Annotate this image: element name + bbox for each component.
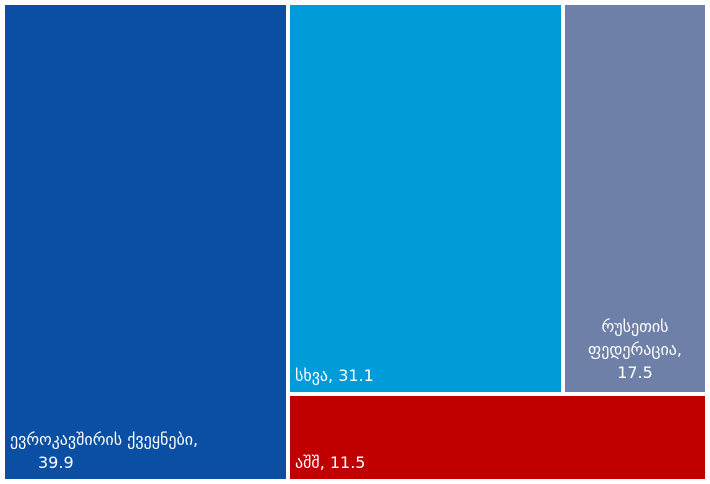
tile-russian-federation-line-2: ფედერაცია, <box>587 340 683 359</box>
tile-russian-federation: რუსეთის ფედერაცია, 17.5 <box>565 5 705 392</box>
tile-russian-federation-line-1: რუსეთის <box>601 317 669 336</box>
tile-eu-countries-name: ევროკავშირის ქვეყნები, <box>10 430 199 449</box>
tile-usa: აშშ, 11.5 <box>290 396 705 479</box>
tile-eu-countries-value: 39.9 <box>38 453 74 472</box>
tile-other: სხვა, 31.1 <box>290 5 561 392</box>
tile-russian-federation-line-3: 17.5 <box>617 363 653 382</box>
tile-eu-countries: ევროკავშირის ქვეყნები, 39.9 <box>5 5 286 479</box>
tile-other-label: სხვა, 31.1 <box>295 366 374 385</box>
tile-russian-federation-label: რუსეთის ფედერაცია, 17.5 <box>565 315 705 384</box>
tile-usa-label: აშშ, 11.5 <box>295 453 366 472</box>
tile-eu-countries-label: ევროკავშირის ქვეყნები, 39.9 <box>10 428 198 474</box>
